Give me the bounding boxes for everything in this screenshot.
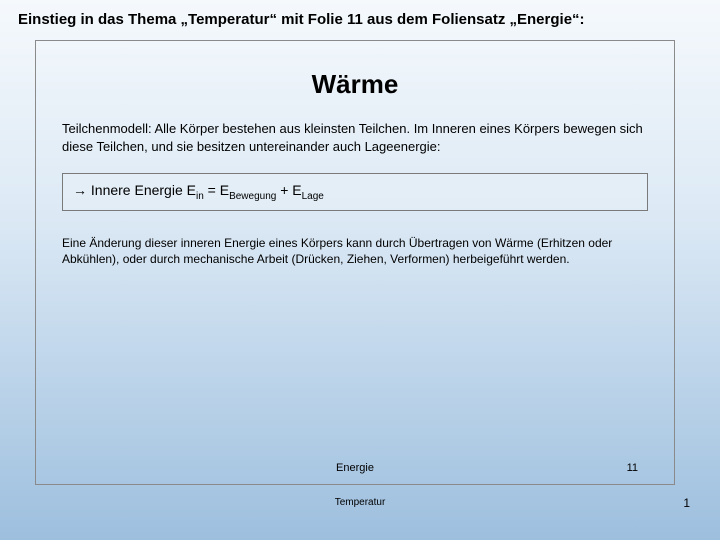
formula-mid1: = E [204, 182, 229, 198]
outer-footer-page: 1 [683, 496, 690, 510]
slide-heading: Wärme [62, 69, 648, 100]
formula-mid2: + E [276, 182, 301, 198]
formula-lead: Innere Energie E [87, 182, 196, 198]
outer-title: Einstieg in das Thema „Temperatur“ mit F… [0, 0, 720, 36]
formula-line: → Innere Energie Ein = EBewegung + ELage [73, 182, 324, 198]
embedded-slide: Wärme Teilchenmodell: Alle Körper besteh… [35, 40, 675, 485]
body-paragraph: Eine Änderung dieser inneren Energie ein… [62, 235, 648, 267]
slide-content: Wärme Teilchenmodell: Alle Körper besteh… [36, 41, 674, 484]
inner-footer-page: 11 [627, 462, 638, 474]
outer-footer-label: Temperatur [0, 497, 720, 508]
formula-sub-bewegung: Bewegung [229, 191, 276, 202]
inner-footer-label: Energie [36, 462, 674, 474]
formula-sub-in: in [196, 191, 204, 202]
arrow-icon: → [73, 182, 87, 198]
intro-paragraph: Teilchenmodell: Alle Körper bestehen aus… [62, 120, 648, 155]
formula-box: → Innere Energie Ein = EBewegung + ELage [62, 173, 648, 211]
formula-sub-lage: Lage [302, 191, 324, 202]
